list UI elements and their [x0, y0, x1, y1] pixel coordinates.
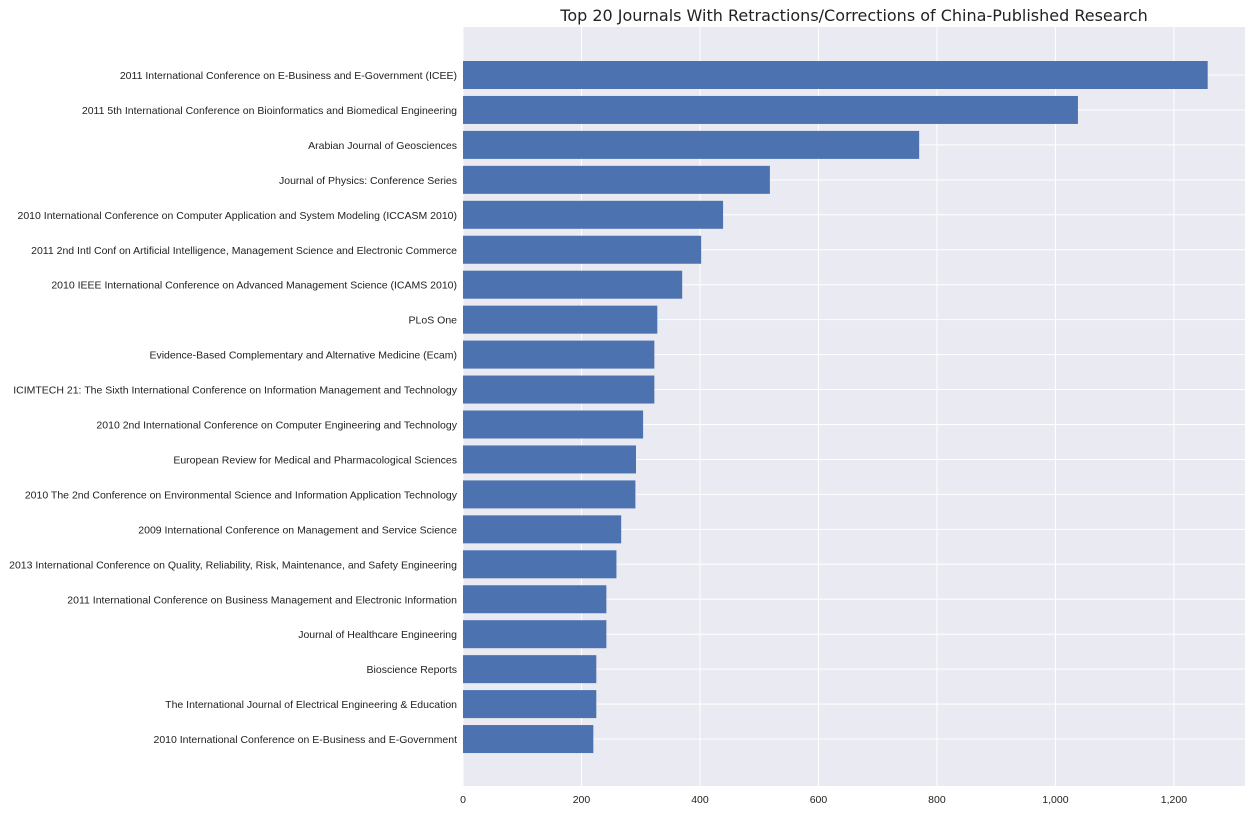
category-label: Arabian Journal of Geosciences [308, 140, 457, 152]
category-label: 2010 IEEE International Conference on Ad… [51, 280, 457, 292]
category-label: 2010 International Conference on E-Busin… [153, 734, 457, 746]
bar [463, 480, 636, 509]
category-label: Evidence-Based Complementary and Alterna… [149, 350, 457, 362]
category-label: 2011 International Conference on E-Busin… [120, 70, 457, 82]
x-tick-label: 400 [691, 794, 709, 806]
x-tick-label: 1,200 [1161, 794, 1187, 806]
category-label: PLoS One [409, 315, 458, 327]
bar [463, 445, 636, 474]
category-label: 2010 The 2nd Conference on Environmental… [25, 489, 458, 501]
bar [463, 61, 1208, 89]
category-label: 2010 International Conference on Compute… [18, 210, 458, 222]
category-label: Journal of Healthcare Engineering [298, 629, 457, 641]
x-tick-label: 600 [810, 794, 828, 806]
category-label: ICIMTECH 21: The Sixth International Con… [13, 385, 458, 397]
bar [463, 375, 655, 404]
bar [463, 305, 658, 334]
category-label: The International Journal of Electrical … [165, 699, 457, 711]
category-labels: 2011 International Conference on E-Busin… [9, 70, 458, 746]
category-label: 2009 International Conference on Managem… [138, 524, 457, 536]
x-tick-label: 0 [460, 794, 466, 806]
bar [463, 270, 683, 299]
x-tick-label: 800 [928, 794, 946, 806]
category-label: Journal of Physics: Conference Series [279, 175, 457, 187]
category-label: European Review for Medical and Pharmaco… [173, 454, 457, 466]
bar [463, 690, 597, 719]
category-label: 2013 International Conference on Quality… [9, 559, 457, 571]
category-label: 2011 5th International Conference on Bio… [82, 105, 457, 117]
chart-title: Top 20 Journals With Retractions/Correct… [559, 6, 1147, 25]
bar [463, 655, 597, 684]
x-tick-label: 200 [573, 794, 591, 806]
category-label: Bioscience Reports [367, 664, 457, 676]
bar [463, 165, 770, 194]
category-label: 2010 2nd International Conference on Com… [96, 420, 457, 432]
bar [463, 340, 655, 369]
bar [463, 235, 702, 264]
bar [463, 585, 607, 614]
bar [463, 620, 607, 649]
category-label: 2011 International Conference on Busines… [67, 594, 457, 606]
bar [463, 95, 1078, 124]
bar [463, 550, 617, 579]
bar [463, 725, 594, 754]
x-axis-ticks: 0 200 400 600 800 1,000 1,200 [460, 794, 1187, 806]
bars [463, 61, 1208, 754]
x-tick-label: 1,000 [1042, 794, 1068, 806]
bar [463, 410, 644, 439]
bar [463, 200, 724, 229]
category-label: 2011 2nd Intl Conf on Artificial Intelli… [31, 245, 457, 257]
bar [463, 130, 920, 159]
bar [463, 515, 622, 544]
